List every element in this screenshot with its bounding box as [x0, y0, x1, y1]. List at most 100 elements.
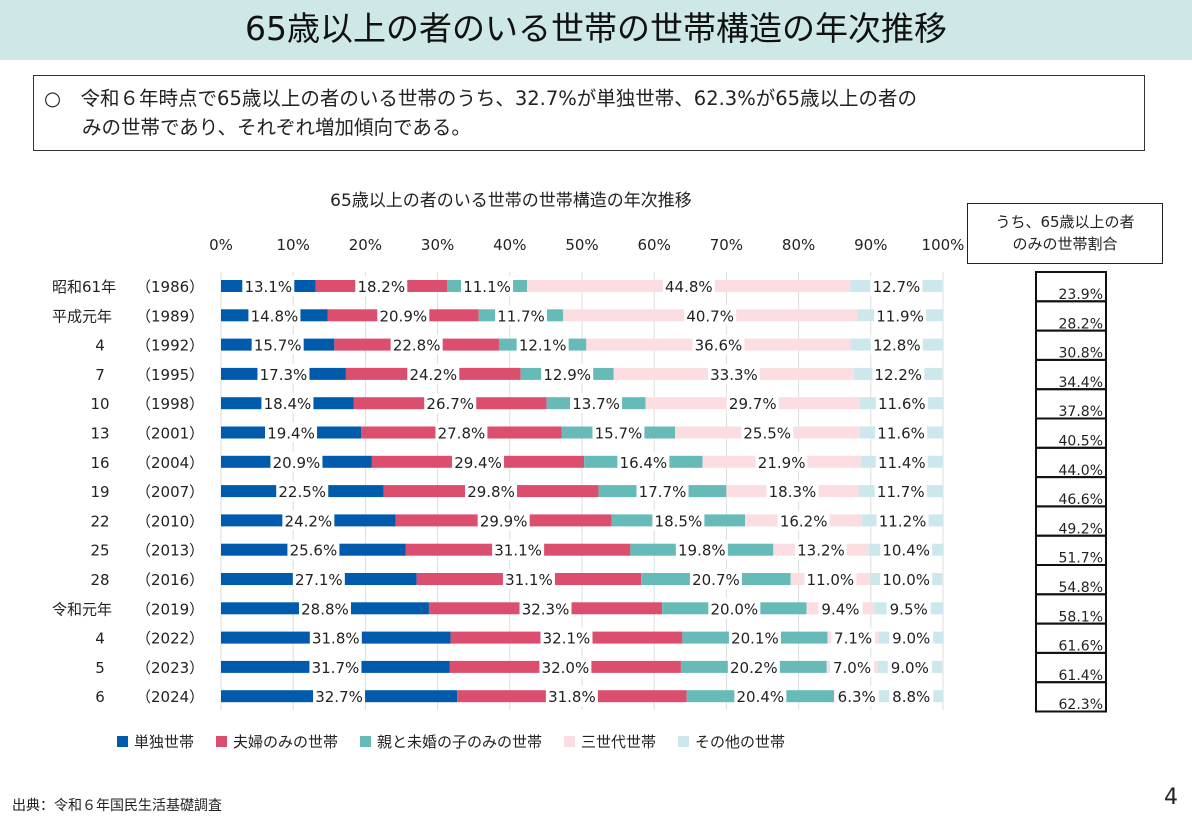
data-label: 24.2%	[409, 366, 457, 384]
category-year: （1998）	[136, 395, 204, 413]
data-label: 17.7%	[639, 483, 687, 501]
data-label: 18.3%	[769, 483, 817, 501]
category-label: 6	[95, 688, 105, 706]
data-label: 11.7%	[497, 307, 545, 325]
side-table-value: 49.2%	[1059, 521, 1103, 537]
data-label: 27.8%	[438, 425, 486, 443]
label-background	[592, 422, 645, 443]
category-year: （2013）	[136, 542, 204, 560]
data-label: 9.5%	[890, 600, 928, 618]
category-label: 4	[95, 337, 105, 355]
summary-note: ○ 令和６年時点で65歳以上の者のいる世帯のうち、32.7%が単独世帯、62.3…	[33, 75, 1145, 151]
legend-label: 親と未婚の子のみの世帯	[377, 733, 542, 751]
label-background	[726, 393, 779, 414]
label-background	[390, 334, 443, 355]
side-table-value: 51.7%	[1059, 551, 1103, 567]
data-label: 11.9%	[876, 307, 924, 325]
data-label: 10.4%	[882, 542, 930, 560]
label-background	[834, 686, 879, 707]
label-background	[424, 393, 477, 414]
bullet-icon: ○	[44, 87, 62, 110]
data-label: 12.7%	[873, 278, 921, 296]
data-label: 26.7%	[426, 395, 474, 413]
data-label: 31.7%	[312, 659, 360, 677]
data-label: 29.7%	[729, 395, 777, 413]
label-background	[804, 569, 857, 589]
x-tick-label: 80%	[782, 236, 815, 254]
chart-title: 65歳以上の者のいる世帯の世帯構造の年次推移	[330, 191, 692, 211]
category-label: 4	[95, 630, 105, 648]
side-table-header: うち、65歳以上の者 のみの世帯割合	[967, 203, 1163, 264]
category-year: （1989）	[136, 307, 204, 325]
label-background	[755, 451, 808, 472]
label-background	[689, 569, 742, 589]
label-background	[727, 656, 780, 677]
label-background	[287, 539, 340, 560]
x-tick-label: 40%	[493, 236, 526, 254]
side-table-value: 23.9%	[1059, 287, 1103, 303]
label-background	[541, 363, 594, 384]
label-background	[777, 510, 830, 531]
data-label: 11.6%	[878, 395, 926, 413]
label-background	[276, 481, 329, 502]
label-background	[282, 510, 335, 531]
label-background	[872, 363, 925, 384]
category-label: 25	[90, 542, 109, 560]
side-table-value: 37.8%	[1059, 404, 1103, 420]
label-background	[516, 334, 569, 355]
side-table-value: 34.4%	[1059, 375, 1103, 391]
label-background	[502, 569, 555, 589]
data-label: 18.4%	[264, 395, 312, 413]
data-label: 22.8%	[393, 337, 441, 355]
x-tick-label: 50%	[565, 236, 598, 254]
legend-swatch	[360, 736, 371, 747]
legend-label: 単独世帯	[134, 733, 194, 751]
data-label: 10.0%	[882, 571, 930, 589]
label-background	[875, 422, 928, 443]
legend-swatch	[564, 736, 575, 747]
data-label: 11.0%	[807, 571, 855, 589]
side-table-value: 61.4%	[1059, 668, 1103, 684]
data-label: 28.8%	[301, 600, 349, 618]
label-background	[248, 305, 301, 326]
label-background	[684, 305, 737, 326]
label-background	[261, 393, 314, 414]
data-label: 31.1%	[505, 571, 553, 589]
data-label: 29.9%	[480, 512, 528, 530]
category-year: （1992）	[136, 337, 204, 355]
data-label: 11.4%	[878, 454, 926, 472]
label-background	[265, 422, 318, 443]
category-label: 5	[95, 659, 105, 677]
label-background	[452, 451, 505, 472]
label-background	[887, 656, 932, 677]
category-year: （2010）	[136, 512, 204, 530]
note-line-2: みの世帯であり、それぞれ増加傾向である。	[82, 116, 471, 139]
data-label: 29.8%	[467, 483, 515, 501]
data-label: 12.8%	[873, 337, 921, 355]
data-label: 32.1%	[543, 630, 591, 648]
label-background	[875, 451, 928, 472]
data-label: 18.5%	[655, 512, 703, 530]
legend-swatch	[216, 736, 227, 747]
label-background	[494, 305, 547, 326]
side-table-value: 62.3%	[1059, 697, 1103, 713]
data-label: 6.3%	[838, 688, 876, 706]
side-table-value: 54.8%	[1059, 580, 1103, 596]
label-background	[831, 627, 876, 648]
side-table-value: 61.6%	[1059, 639, 1103, 655]
data-label: 40.7%	[686, 307, 734, 325]
label-background	[886, 598, 931, 619]
data-label: 36.6%	[695, 337, 743, 355]
label-background	[407, 363, 460, 384]
data-label: 20.7%	[692, 571, 740, 589]
data-label: 22.5%	[278, 483, 326, 501]
data-label: 16.4%	[620, 454, 668, 472]
label-background	[309, 627, 362, 648]
data-label: 20.9%	[273, 454, 321, 472]
category-label: 22	[90, 512, 109, 530]
data-label: 21.9%	[758, 454, 806, 472]
data-label: 20.0%	[711, 600, 759, 618]
data-label: 19.8%	[678, 542, 726, 560]
label-background	[692, 334, 745, 355]
